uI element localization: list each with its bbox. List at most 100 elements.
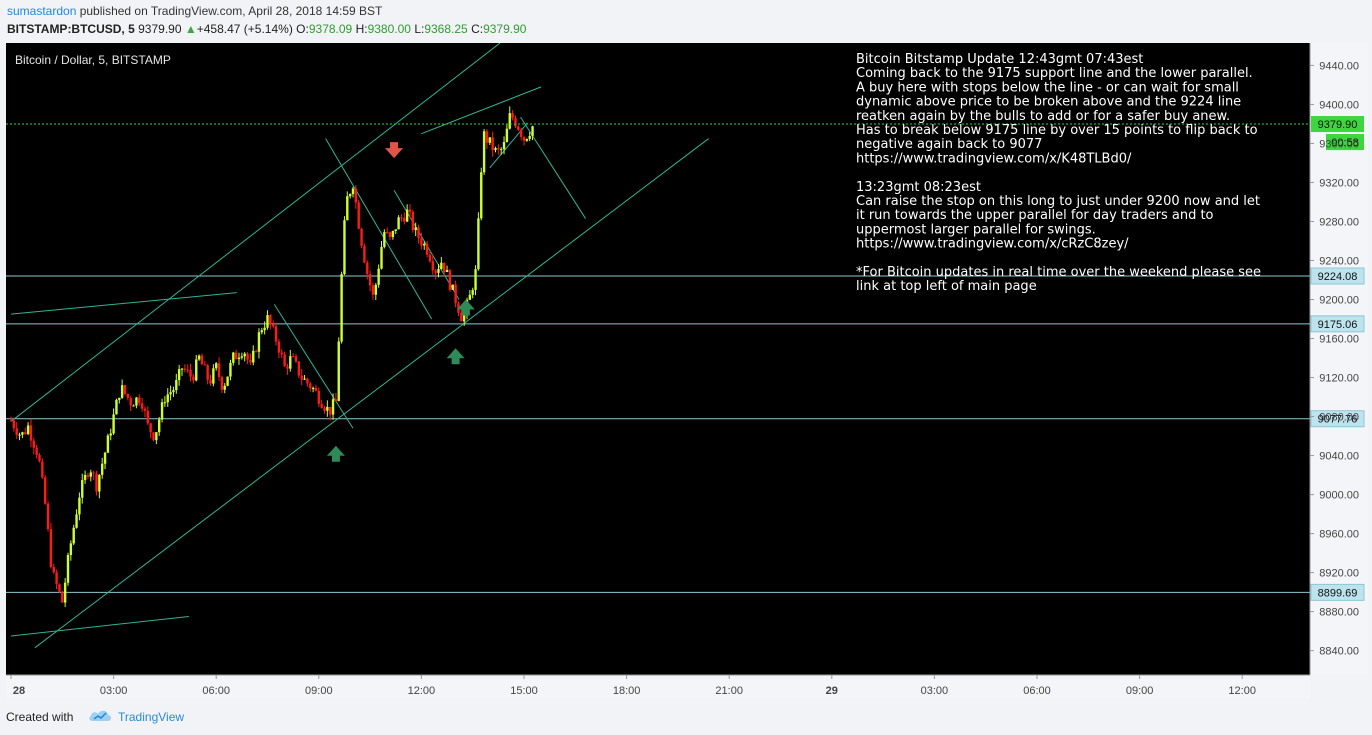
candle-body: [428, 254, 432, 262]
candle-body: [160, 402, 164, 420]
candle-body: [531, 126, 534, 136]
created-with-label: Created with: [6, 710, 74, 724]
candle-body: [497, 148, 500, 150]
footer: Created with TradingView: [0, 699, 1372, 735]
candle-body: [525, 138, 529, 141]
candle-body: [383, 232, 386, 247]
candle-body: [329, 406, 332, 415]
y-tick-label: 9040.00: [1319, 451, 1359, 463]
candle-body: [283, 354, 286, 367]
author-link[interactable]: sumastardon: [7, 4, 77, 18]
candle-body: [269, 315, 272, 325]
candle-body: [471, 289, 474, 295]
candle-body: [445, 270, 449, 272]
candle-body: [24, 432, 27, 434]
candle-body: [266, 315, 269, 328]
note-line: dynamic above price to be broken above a…: [856, 95, 1241, 110]
price-chart[interactable]: Bitcoin / Dollar, 5, BITSTAMP Bitcoin Bi…: [6, 43, 1368, 699]
candle-body: [189, 369, 192, 377]
y-tick-label: 9280.00: [1319, 216, 1359, 228]
candle-body: [517, 126, 520, 130]
candle-body: [29, 425, 33, 441]
candle-body: [303, 378, 306, 380]
candle-body: [263, 327, 266, 331]
candle-body: [331, 399, 335, 415]
candle-body: [414, 227, 417, 231]
candle-body: [183, 368, 187, 370]
candle-body: [200, 355, 204, 365]
candle-body: [138, 397, 141, 404]
y-tick-label: 8920.00: [1319, 568, 1359, 580]
candle-body: [491, 137, 494, 151]
candle-body: [494, 148, 497, 151]
last-price: 9379.90: [138, 22, 182, 36]
candle-body: [106, 435, 110, 453]
candle-body: [203, 364, 206, 366]
candle-body: [511, 113, 514, 118]
high-label: H:: [355, 22, 368, 36]
candle-body: [38, 454, 41, 462]
candle-body: [309, 383, 312, 389]
candle-body: [454, 284, 457, 304]
candle-body: [58, 584, 61, 592]
candle-body: [186, 369, 189, 371]
candle-body: [326, 406, 329, 411]
candle-body: [109, 433, 112, 436]
change-arrow-icon: ▲: [184, 22, 197, 36]
candle-body: [35, 447, 38, 455]
candle-body: [397, 217, 400, 230]
candle-body: [485, 131, 489, 143]
y-tick-label: 9360.00: [1319, 138, 1359, 150]
candle-body: [140, 403, 144, 409]
note-line: Can raise the stop on this long to just …: [856, 194, 1260, 209]
y-tick-label: 9200.00: [1319, 295, 1359, 307]
note-line: A buy here with stops below the line - o…: [856, 80, 1239, 95]
open-value: 9378.09: [308, 22, 353, 36]
candle-body: [163, 402, 167, 404]
arrow-down-icon: [385, 142, 404, 159]
candle-body: [320, 403, 323, 408]
x-tick-label: 18:00: [613, 685, 641, 697]
candle-body: [274, 326, 278, 342]
bar-countdown-label: 00:58: [1331, 137, 1359, 149]
candle-body: [366, 262, 369, 274]
candle-body: [462, 313, 466, 322]
candle-body: [363, 245, 366, 263]
candle-body: [400, 217, 403, 219]
candle-body: [229, 362, 232, 377]
candle-body: [112, 414, 115, 434]
high-value: 9380.00: [367, 22, 411, 36]
candle-body: [289, 356, 292, 369]
candle-body: [291, 356, 295, 358]
candle-body: [234, 352, 238, 360]
plot-area: [6, 43, 1310, 675]
trendline: [10, 292, 237, 315]
candle-body: [340, 274, 343, 342]
candle-body: [155, 432, 158, 441]
candle-body: [63, 582, 67, 603]
candle-body: [403, 217, 406, 222]
candle-body: [212, 368, 215, 384]
candle-body: [12, 420, 16, 429]
candle-body: [123, 385, 127, 394]
note-line: 13:23gmt 08:23est: [856, 180, 981, 195]
candle-body: [317, 390, 320, 404]
candle-body: [386, 232, 389, 234]
x-tick-label: 12:00: [1228, 685, 1256, 697]
arrow-up-icon: [446, 348, 465, 365]
candle-body: [528, 135, 531, 139]
arrow-up-icon: [456, 299, 475, 316]
candle-body: [460, 312, 463, 322]
tradingview-link[interactable]: TradingView: [118, 710, 185, 724]
candle-body: [443, 262, 446, 272]
candle-body: [411, 211, 415, 231]
candle-body: [95, 473, 98, 492]
candle-body: [371, 285, 375, 295]
candle-body: [195, 359, 198, 381]
candle-body: [223, 385, 226, 390]
trendline: [325, 138, 433, 320]
candle-body: [192, 376, 195, 381]
candle-body: [423, 243, 426, 246]
candle-body: [78, 497, 81, 515]
candle-body: [81, 480, 84, 498]
